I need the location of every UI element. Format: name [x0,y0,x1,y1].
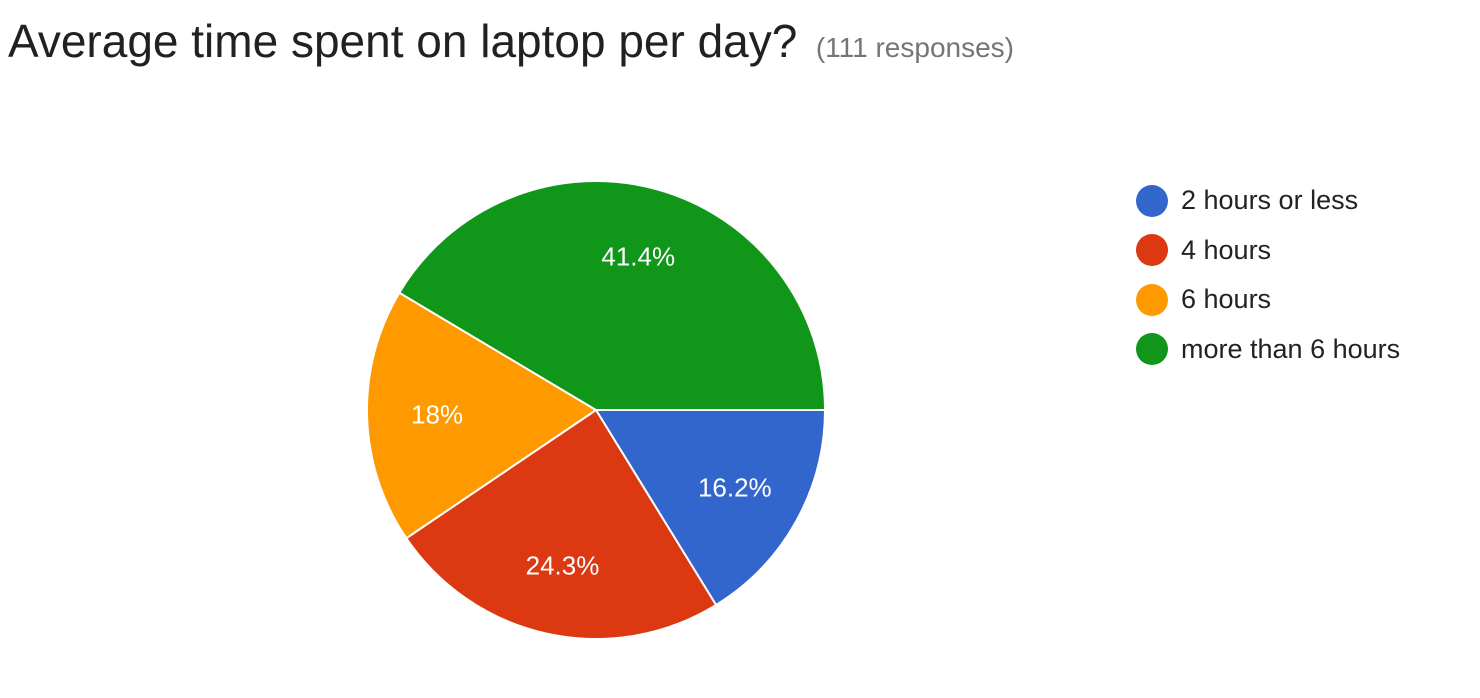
legend-label: 2 hours or less [1181,185,1359,216]
chart-title: Average time spent on laptop per day? [8,15,798,67]
legend-label: 4 hours [1181,234,1272,265]
legend-swatch [1136,333,1168,366]
slice-label-2-hours-or-less: 16.2% [698,473,772,503]
response-count: (111 responses) [815,32,1014,63]
pie-slice-4-hours[interactable] [404,408,718,640]
pie-slice-2-hours-or-less[interactable] [594,409,827,607]
legend-swatch [1136,184,1168,217]
slice-label-4-hours: 24.3% [526,550,600,580]
legend-item-2-hours-or-less[interactable]: 2 hours or less [1136,176,1400,226]
slice-label-more-than-6-hours: 41.4% [601,242,675,272]
pie-slice-6-hours[interactable] [366,291,598,540]
legend-item-6-hours[interactable]: 6 hours [1136,275,1400,325]
legend: 2 hours or less 4 hours 6 hours more tha… [1136,176,1400,374]
pie-slice-more-than-6-hours[interactable] [397,180,827,411]
legend-item-4-hours[interactable]: 4 hours [1136,226,1400,276]
legend-label: more than 6 hours [1181,333,1401,364]
legend-item-more-than-6-hours[interactable]: more than 6 hours [1136,325,1400,375]
legend-swatch [1136,234,1168,267]
slice-label-6-hours: 18% [411,399,463,429]
legend-label: 6 hours [1181,284,1272,315]
chart-header: Average time spent on laptop per day? (1… [8,14,1014,68]
legend-swatch [1136,283,1168,316]
